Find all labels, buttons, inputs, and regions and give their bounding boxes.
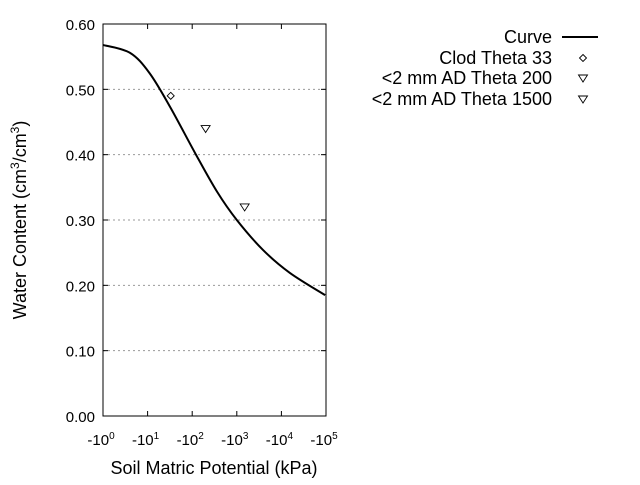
triangle-down-marker — [577, 95, 589, 104]
y-axis-label: Water Content (cm3/cm3) — [8, 121, 30, 320]
y-tick-labels: 0.00 0.10 0.20 0.30 0.40 0.50 0.60 — [66, 17, 95, 426]
y-tick-label: 0.60 — [66, 17, 95, 34]
x-tick-label: -103 — [221, 431, 249, 449]
legend-label: Clod Theta 33 — [439, 48, 552, 68]
x-axis-label: Soil Matric Potential (kPa) — [110, 458, 317, 478]
grid-lines — [103, 88, 326, 352]
curve-line — [102, 43, 326, 296]
diamond-marker — [166, 91, 175, 101]
y-tick-label: 0.00 — [66, 409, 95, 426]
legend-label: <2 mm AD Theta 200 — [382, 68, 552, 88]
legend-label: <2 mm AD Theta 1500 — [372, 89, 552, 109]
series-layer — [102, 43, 326, 296]
triangle-down-marker — [577, 74, 589, 83]
y-tick-label: 0.20 — [66, 278, 95, 295]
y-tick-label: 0.30 — [66, 213, 95, 230]
diamond-marker — [578, 53, 588, 63]
x-tick-label: -102 — [177, 431, 205, 449]
x-tick-label: -105 — [310, 431, 338, 449]
x-tick-label: -100 — [87, 431, 115, 449]
x-tick-label: -101 — [132, 431, 160, 449]
y-tick-label: 0.10 — [66, 344, 95, 361]
y-tick-label: 0.40 — [66, 148, 95, 165]
legend-label: Curve — [504, 27, 552, 47]
x-tick-label: -104 — [266, 431, 294, 449]
y-tick-label: 0.50 — [66, 82, 95, 99]
triangle-down-marker — [200, 125, 211, 134]
axis-ticks — [102, 23, 327, 417]
x-tick-labels: -100 -101 -102 -103 -104 -105 — [87, 431, 338, 449]
triangle-down-marker — [239, 203, 250, 212]
